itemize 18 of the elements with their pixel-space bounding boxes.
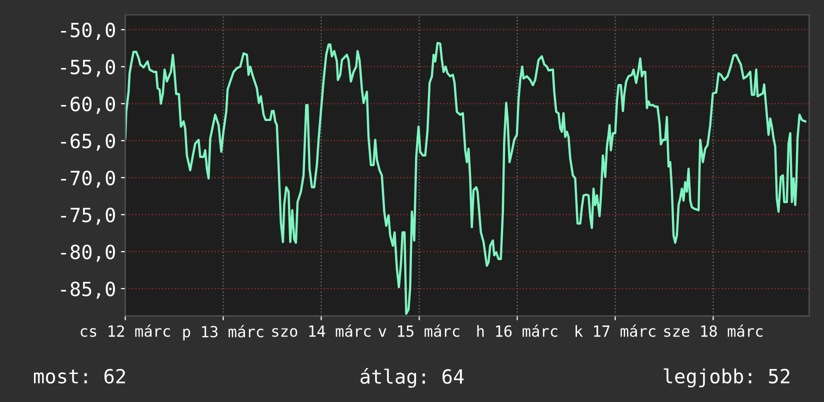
x-tick-label: cs 12 márc (80, 324, 170, 337)
y-tick-label: -85,0 (61, 282, 115, 299)
y-tick-label: -75,0 (61, 208, 115, 225)
x-tick-label: k 17 márc (576, 324, 656, 337)
y-tick-label: -50,0 (61, 22, 115, 40)
y-tick-label: -55,0 (61, 60, 115, 77)
x-tick-label: p 13 márc (183, 325, 264, 340)
y-tick-label: -60,0 (61, 96, 115, 114)
x-tick-label: szo 14 márc (272, 324, 371, 337)
text: legjobb: 52 (664, 368, 790, 388)
text: átlag: 64 (360, 368, 464, 388)
text: most: 62 (34, 368, 125, 384)
y-tick-label: -80,0 (61, 244, 115, 262)
x-tick-label: v 15 márc (378, 324, 460, 337)
y-tick-label: -70,0 (61, 170, 115, 188)
x-tick-label: sze 18 márc (664, 324, 763, 337)
y-tick-label: -65,0 (61, 134, 115, 151)
x-tick-label: h 16 márc (477, 324, 558, 337)
